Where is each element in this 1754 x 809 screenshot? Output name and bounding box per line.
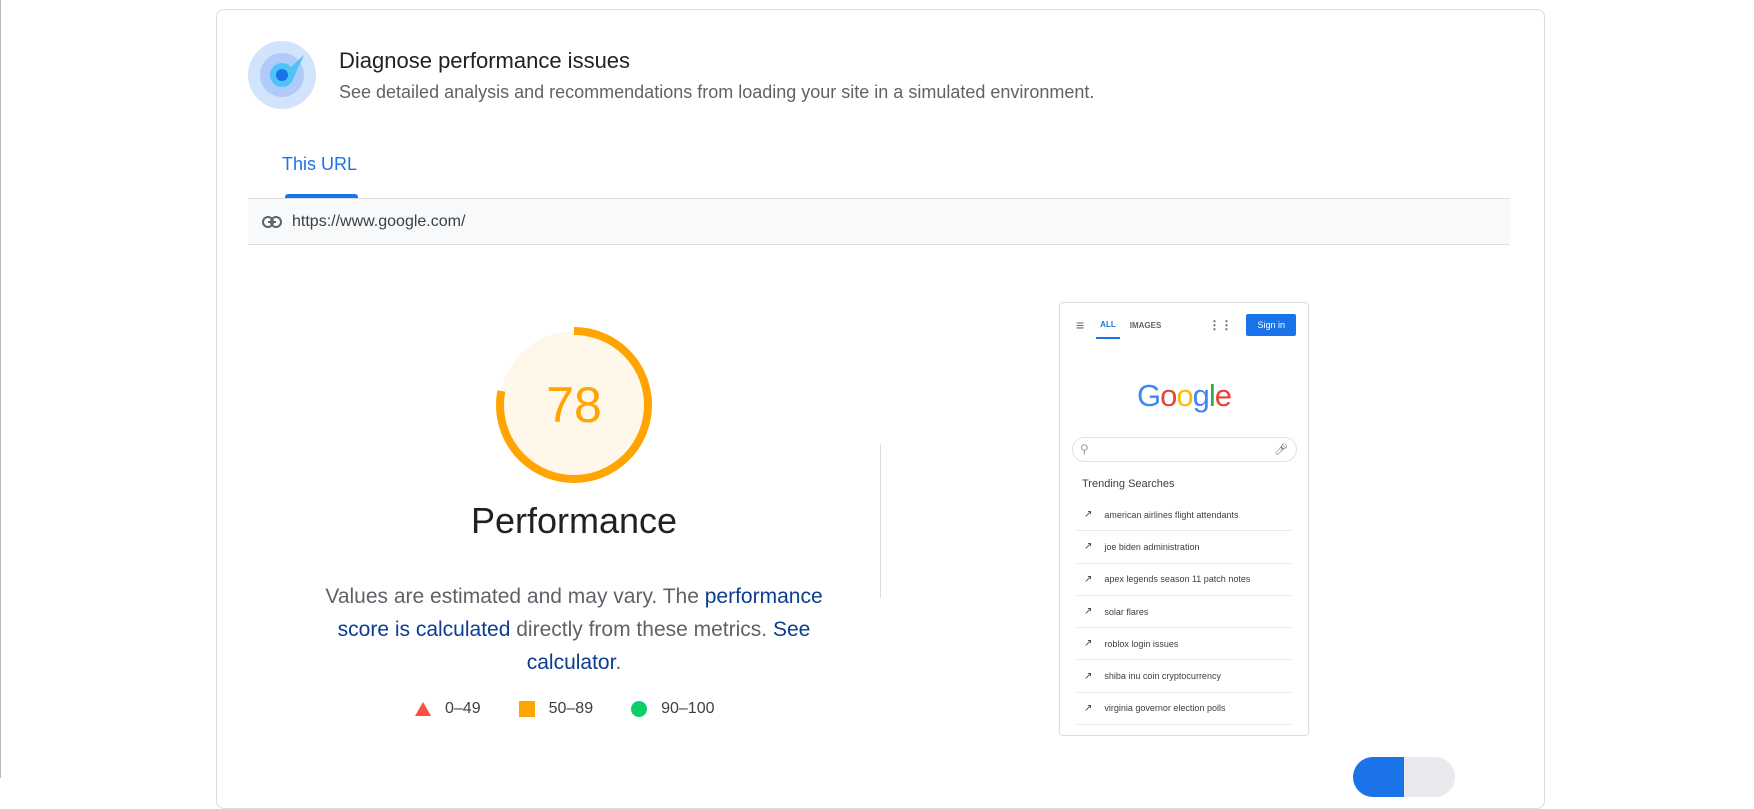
url-text: https://www.google.com/ (292, 212, 466, 230)
link-icon (262, 215, 282, 228)
trending-title: Trending Searches (1082, 478, 1175, 490)
page-screenshot: ≡ ALL IMAGES ⋮⋮ Sign in Google ⚲ 🎤︎ Trend… (1059, 302, 1309, 736)
trending-list: ↗ american airlines flight attendants ↗ joe… (1076, 499, 1292, 726)
circle-icon (631, 701, 648, 717)
lighthouse-gauge-icon (248, 41, 316, 109)
score-legend: 0–49 50–89 90–100 (415, 700, 714, 718)
trending-item: ↗ shiba inu coin cryptocurrency (1076, 660, 1292, 693)
legend-pass: 90–100 (631, 700, 714, 718)
apps-icon: ⋮⋮ (1208, 318, 1233, 332)
nav-all: ALL (1096, 312, 1120, 339)
trending-text: american airlines flight attendants (1104, 509, 1239, 520)
divider (880, 444, 881, 598)
diagnose-card (216, 9, 1545, 809)
score-gauge: 78 (496, 327, 652, 483)
trending-icon: ↗ (1084, 606, 1093, 618)
active-tab-indicator (285, 194, 358, 198)
trending-text: shiba inu coin cryptocurrency (1104, 671, 1221, 682)
triangle-icon (415, 702, 431, 716)
score-arc (496, 327, 652, 483)
url-bar: https://www.google.com/ (248, 198, 1510, 245)
mic-icon: 🎤︎ (1274, 444, 1288, 456)
trending-icon: ↗ (1084, 509, 1093, 521)
nav-images: IMAGES (1129, 320, 1162, 330)
menu-icon: ≡ (1076, 317, 1085, 333)
desc-text: Values are estimated and may vary. The (325, 585, 705, 608)
section-title: Diagnose performance issues (339, 48, 631, 73)
trending-icon: ↗ (1084, 702, 1093, 714)
sign-in-button: Sign in (1246, 314, 1296, 336)
trending-text: virginia governor election polls (1104, 703, 1226, 714)
trending-item: ↗ joe biden administration (1076, 531, 1292, 564)
trending-item: ↗ american airlines flight attendants (1076, 499, 1292, 532)
trending-icon: ↗ (1084, 670, 1093, 682)
legend-fail: 0–49 (415, 700, 481, 718)
search-icon: ⚲ (1080, 442, 1089, 456)
score-calculated-link[interactable]: performance score is calculated (337, 585, 823, 641)
score-description: Values are estimated and may vary. The p… (300, 580, 848, 679)
trending-icon: ↗ (1084, 541, 1093, 553)
trending-text: apex legends season 11 patch notes (1104, 574, 1251, 585)
tab-this-url[interactable]: This URL (282, 154, 358, 174)
trending-item: ↗ apex legends season 11 patch notes (1076, 564, 1292, 596)
trending-text: joe biden administration (1104, 541, 1200, 552)
square-icon (518, 701, 535, 717)
trending-item: ↗ roblox login issues (1076, 628, 1292, 661)
trending-text: roblox login issues (1104, 638, 1179, 649)
window-edge (0, 0, 1, 778)
score-label: Performance (470, 500, 678, 541)
search-box: ⚲ 🎤︎ (1072, 437, 1297, 462)
desc-text: directly from these metrics. (510, 618, 773, 641)
see-calculator-link[interactable]: See calculator (526, 618, 811, 674)
legend-average: 50–89 (518, 700, 593, 718)
trending-item: ↗ virginia governor election polls (1076, 693, 1292, 726)
score-value: 78 (546, 377, 602, 433)
trending-item: ↗ solar flares (1076, 596, 1292, 629)
view-toggle[interactable] (1353, 757, 1455, 797)
desc-text: . (615, 651, 622, 674)
trending-icon: ↗ (1084, 638, 1093, 650)
trending-text: solar flares (1104, 606, 1149, 617)
section-subtitle: See detailed analysis and recommendation… (339, 82, 1095, 102)
toggle-summary-active[interactable] (1353, 757, 1404, 797)
google-logo: Google (1136, 378, 1232, 413)
trending-icon: ↗ (1084, 573, 1093, 585)
